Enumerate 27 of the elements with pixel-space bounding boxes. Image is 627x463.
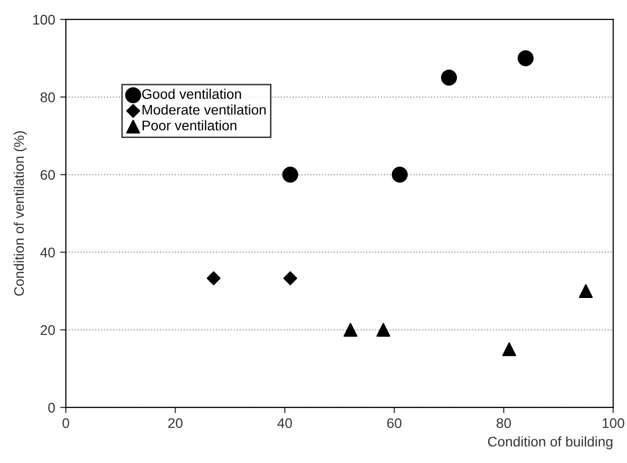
point	[282, 166, 298, 183]
point	[283, 271, 298, 286]
x-tick-label: 80	[496, 418, 511, 428]
y-axis-title: Condition of ventilation (%)	[14, 131, 27, 296]
x-tick-label: 60	[387, 418, 402, 428]
x-tick-label: 100	[602, 418, 624, 428]
y-tick-label: 0	[48, 402, 55, 413]
y-tick-label: 100	[33, 14, 55, 25]
x-tick-label: 0	[62, 418, 70, 428]
point	[441, 70, 457, 86]
x-axis-title: Condition of building	[488, 436, 612, 450]
y-tick-label: 40	[40, 248, 55, 258]
y-tick-label: 60	[40, 170, 55, 180]
point	[518, 50, 534, 66]
point	[344, 322, 358, 337]
x-tick-label: 20	[168, 418, 182, 428]
legend-label: Poor ventilation	[142, 120, 236, 130]
point	[206, 271, 221, 286]
point	[578, 284, 593, 298]
y-tick-label: 20	[40, 325, 55, 336]
point	[376, 322, 390, 337]
point	[502, 342, 516, 356]
point	[392, 166, 408, 183]
x-tick-label: 40	[277, 418, 292, 428]
legend-label: Good ventilation	[142, 88, 241, 99]
legend-label: Moderate ventilation	[142, 104, 266, 115]
y-tick-label: 80	[40, 92, 55, 102]
